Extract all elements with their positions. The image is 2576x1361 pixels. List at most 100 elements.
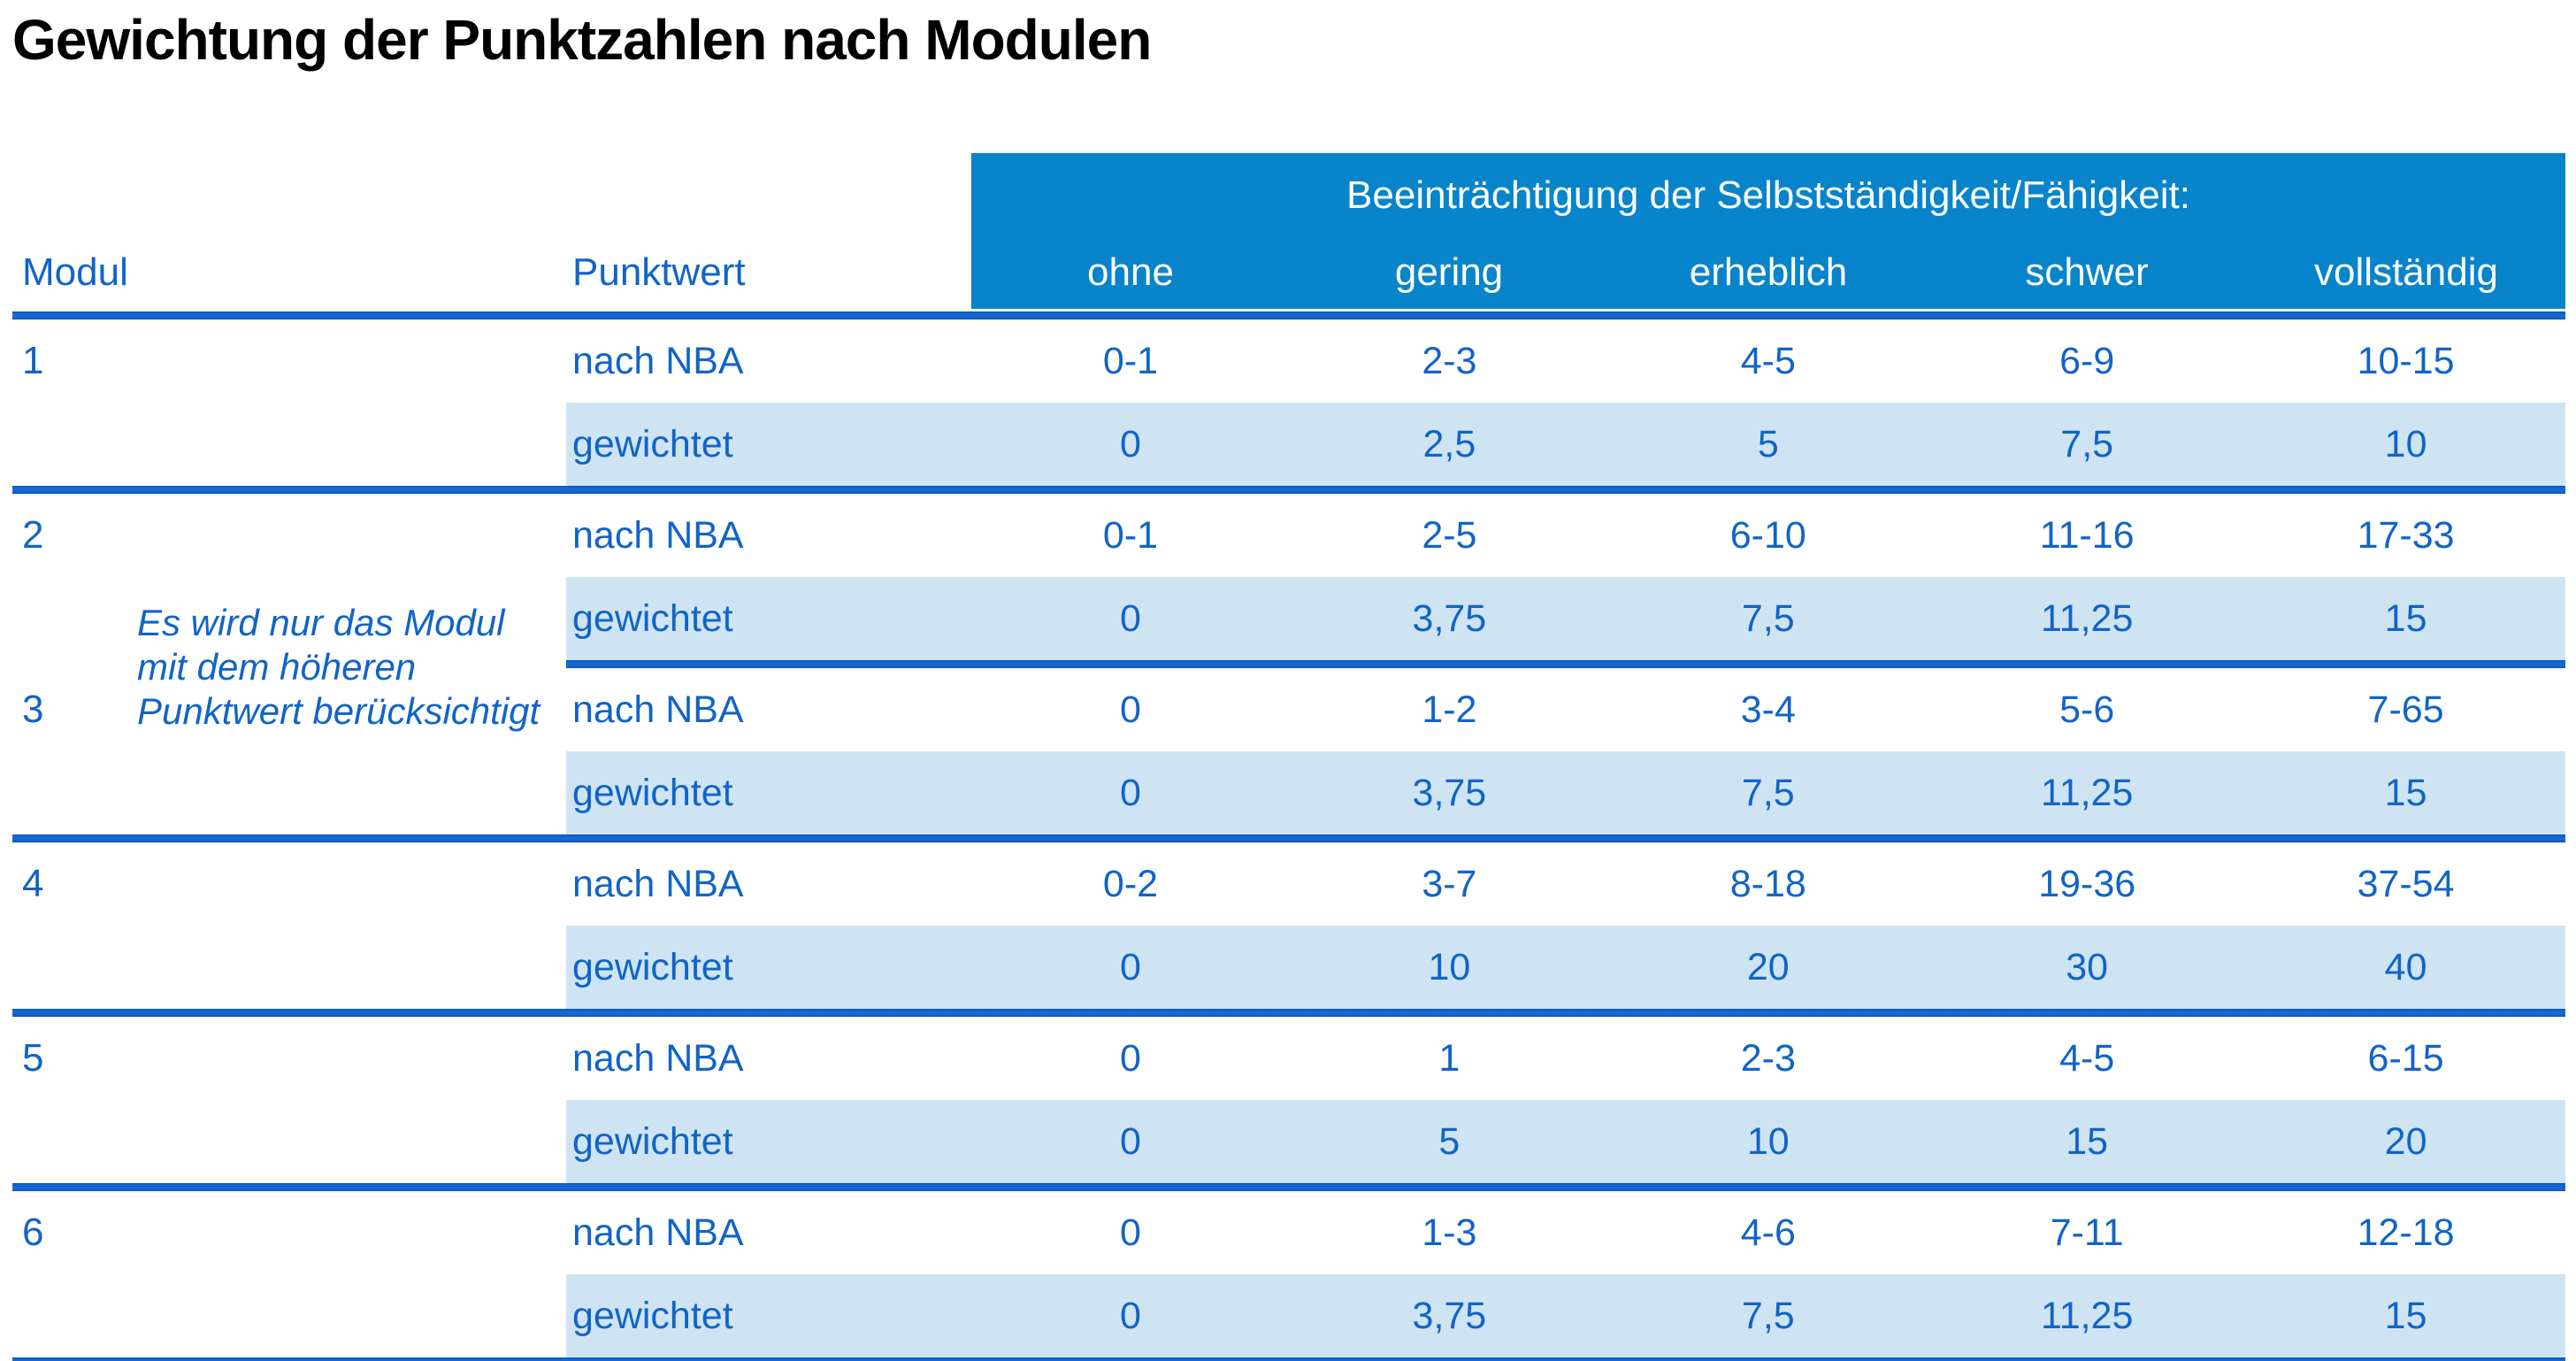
divider-before-module-5 [12,1009,2565,1017]
table-body: 1 nach NBA 0-1 2-3 4-5 6-9 10-15 gewichtet 0 2,5 5… [12,311,2565,1361]
cell-value: 5-6 [2059,688,2115,731]
cell-value: 0 [1120,1037,1141,1080]
cell-value: 7-65 [2367,688,2444,731]
cell-value: 37-54 [2357,863,2455,905]
cell-value: 5 [1757,423,1779,465]
column-header-gering: gering [1394,250,1504,294]
table-bottom-divider [12,1357,2565,1361]
module-1-nba-row: 1 nach NBA 0-1 2-3 4-5 6-9 10-15 [12,319,2565,403]
cell-value: 6-9 [2059,340,2115,382]
cell-value: 15 [2384,772,2427,814]
cell-value: 0-1 [1102,340,1159,382]
module-3-weighted-row: gewichtet 0 3,75 7,5 11,25 15 [12,751,2565,834]
column-header-modul: Modul [22,250,128,294]
module-5-weighted-row: gewichtet 0 5 10 15 20 [12,1100,2565,1183]
column-header-punktwert: Punktwert [572,250,746,294]
divider-bar [12,1009,2565,1017]
cell-value: 11-16 [2039,514,2135,557]
cell-value: 40 [2384,946,2427,988]
cell-value: 2-5 [1422,514,1477,557]
cell-value: 12-18 [2357,1211,2455,1254]
note-line: Punktwert berücksichtigt [137,690,540,732]
module-number: 1 [22,339,44,382]
row-type-label: nach NBA [572,688,744,731]
cell-value: 0 [1120,597,1141,640]
table-header: Beeinträchtigung der Selbstständigkeit/F… [12,153,2565,311]
cell-value: 11,25 [2040,597,2134,640]
cell-value: 3,75 [1412,1295,1487,1337]
module-2-nba-row: 2 nach NBA 0-1 2-5 6-10 11-16 17-33 [12,494,2565,577]
table-header-background [971,153,2565,309]
cell-value: 6-15 [2367,1037,2444,1080]
divider-bar [566,660,2565,668]
row-type-label: nach NBA [572,863,744,905]
cell-value: 30 [2066,946,2109,988]
cell-value: 4-6 [1740,1211,1796,1254]
module-5-nba-row: 5 nach NBA 0 1 2-3 4-5 6-15 [12,1017,2565,1100]
divider-bar [12,1183,2565,1191]
cell-value: 17-33 [2357,514,2455,557]
row-type-label: gewichtet [572,1295,733,1337]
module-2-weighted-row: gewichtet 0 3,75 7,5 11,25 15 [12,577,2565,660]
column-header-ohne: ohne [1087,250,1174,294]
divider-before-module-3 [12,660,2565,668]
module-number: 4 [22,862,44,905]
cell-value: 0 [1120,946,1141,988]
column-header-schwer: schwer [2025,250,2149,294]
cell-value: 6-10 [1729,514,1806,557]
cell-value: 20 [1746,946,1790,988]
divider-before-module-1 [12,311,2565,319]
module-6-nba-row: 6 nach NBA 0 1-3 4-6 7-11 12-18 [12,1191,2565,1274]
module-3-nba-row: 3 nach NBA 0 1-2 3-4 5-6 7-65 [12,668,2565,751]
divider-before-module-2 [12,486,2565,494]
module-number: 2 [22,513,44,557]
cell-value: 4-5 [2059,1037,2115,1080]
divider-bar [12,834,2565,842]
cell-value: 1 [1438,1037,1460,1080]
modules-2-3-note: Es wird nur das Modul mit dem höheren Pu… [137,601,579,734]
cell-value: 0-1 [1102,514,1159,557]
cell-value: 2-3 [1740,1037,1796,1080]
cell-value: 20 [2384,1120,2427,1163]
cell-value: 10 [1428,946,1471,988]
cell-value: 7,5 [1741,772,1795,814]
cell-value: 15 [2066,1120,2109,1163]
cell-value: 2-3 [1422,340,1477,382]
cell-value: 4-5 [1740,340,1796,382]
module-number: 3 [22,688,44,731]
cell-value: 7,5 [1741,597,1795,640]
cell-value: 7,5 [1741,1295,1795,1337]
cell-value: 0 [1120,1211,1141,1254]
divider-before-module-4 [12,834,2565,842]
cell-value: 10-15 [2357,340,2455,382]
module-6-weighted-row: gewichtet 0 3,75 7,5 11,25 15 [12,1274,2565,1357]
row-type-label: nach NBA [572,514,744,557]
cell-value: 7-11 [2050,1211,2124,1254]
row-type-label: gewichtet [572,423,733,465]
cell-value: 0 [1120,772,1141,814]
divider-bar [12,486,2565,494]
weighting-table: Beeinträchtigung der Selbstständigkeit/F… [12,153,2565,1361]
cell-value: 11,25 [2040,1295,2134,1337]
cell-value: 0 [1120,1120,1141,1163]
row-type-label: nach NBA [572,1211,744,1254]
module-4-nba-row: 4 nach NBA 0-2 3-7 8-18 19-36 37-54 [12,842,2565,926]
row-type-label: nach NBA [572,340,744,382]
group-header-label: Beeinträchtigung der Selbstständigkeit/F… [1346,173,2190,217]
cell-value: 19-36 [2038,863,2136,905]
cell-value: 1-3 [1422,1211,1477,1254]
cell-value: 11,25 [2040,772,2134,814]
cell-value: 0 [1120,1295,1141,1337]
cell-value: 5 [1438,1120,1460,1163]
divider-bar [12,1357,2565,1361]
row-type-label: gewichtet [572,597,733,640]
row-type-label: gewichtet [572,772,733,814]
module-1-weighted-row: gewichtet 0 2,5 5 7,5 10 [12,403,2565,486]
cell-value: 0 [1120,688,1141,731]
cell-value: 15 [2384,1295,2427,1337]
note-line: Es wird nur das Modul [137,602,505,643]
cell-value: 3-4 [1740,688,1796,731]
cell-value: 2,5 [1422,423,1476,465]
module-4-weighted-row: gewichtet 0 10 20 30 40 [12,926,2565,1009]
